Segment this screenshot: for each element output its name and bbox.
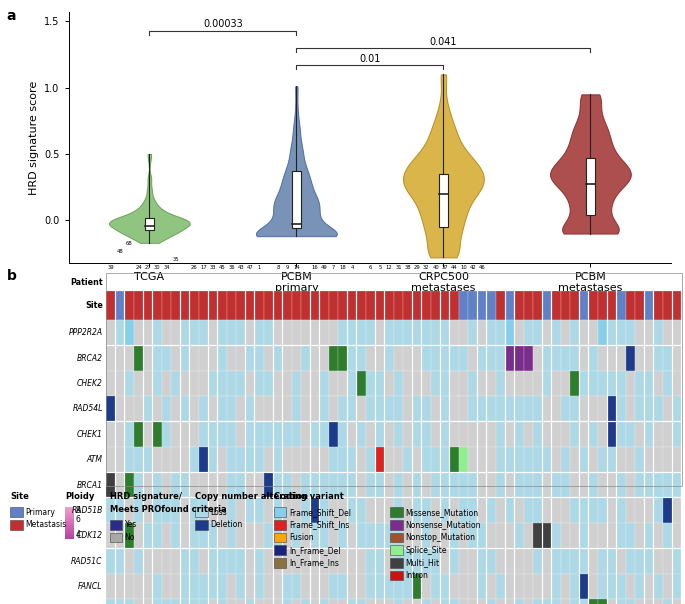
Text: Deletion: Deletion bbox=[210, 521, 242, 529]
Text: 8: 8 bbox=[76, 506, 81, 515]
Text: Site: Site bbox=[85, 301, 103, 310]
Text: CHEK1: CHEK1 bbox=[77, 430, 103, 439]
Text: 40: 40 bbox=[432, 265, 439, 270]
Text: 45: 45 bbox=[219, 265, 225, 270]
Text: PPP2R2A: PPP2R2A bbox=[68, 329, 103, 337]
Text: 44: 44 bbox=[451, 265, 458, 270]
Text: FANCL: FANCL bbox=[78, 582, 103, 591]
Text: 4: 4 bbox=[76, 530, 81, 539]
Text: 36: 36 bbox=[228, 265, 235, 270]
Text: RAD51C: RAD51C bbox=[71, 557, 103, 565]
Text: 18: 18 bbox=[340, 265, 346, 270]
Text: RAD51B: RAD51B bbox=[71, 506, 103, 515]
Bar bbox=[586, 158, 595, 215]
Text: a: a bbox=[7, 9, 16, 23]
Text: 32: 32 bbox=[423, 265, 429, 270]
Text: Splice_Site: Splice_Site bbox=[406, 546, 447, 554]
Text: 30: 30 bbox=[154, 265, 160, 270]
Text: Loss: Loss bbox=[210, 508, 227, 516]
Text: Patient: Patient bbox=[70, 278, 103, 286]
Text: 43: 43 bbox=[238, 265, 244, 270]
Text: 16: 16 bbox=[312, 265, 319, 270]
Text: 37: 37 bbox=[442, 265, 448, 270]
Bar bbox=[145, 217, 153, 230]
Text: RAD54L: RAD54L bbox=[73, 405, 103, 413]
Text: Ploidy: Ploidy bbox=[65, 492, 95, 501]
Text: BRCA1: BRCA1 bbox=[77, 481, 103, 489]
Text: Nonstop_Mutation: Nonstop_Mutation bbox=[406, 533, 475, 542]
Bar bbox=[292, 171, 301, 228]
Text: b: b bbox=[7, 269, 16, 283]
Text: 6: 6 bbox=[76, 515, 81, 524]
Text: CDK12: CDK12 bbox=[77, 532, 103, 540]
Text: 0.01: 0.01 bbox=[359, 54, 381, 64]
Text: Multi_Hit: Multi_Hit bbox=[406, 559, 440, 567]
Text: Coding variant: Coding variant bbox=[274, 492, 344, 501]
Text: 0.041: 0.041 bbox=[429, 37, 457, 47]
Text: 31: 31 bbox=[395, 265, 402, 270]
Text: 47: 47 bbox=[247, 265, 253, 270]
Text: 38: 38 bbox=[404, 265, 411, 270]
Text: 39: 39 bbox=[108, 265, 114, 270]
Text: No: No bbox=[125, 533, 135, 542]
Text: 46: 46 bbox=[479, 265, 486, 270]
Text: HRD signature/: HRD signature/ bbox=[110, 492, 182, 501]
Text: Primary: Primary bbox=[25, 508, 55, 516]
Text: 35: 35 bbox=[173, 257, 179, 262]
Text: 29: 29 bbox=[414, 265, 421, 270]
Text: 10: 10 bbox=[460, 265, 467, 270]
Text: 34: 34 bbox=[163, 265, 170, 270]
Text: Copy number alteration: Copy number alteration bbox=[195, 492, 308, 501]
Text: 12: 12 bbox=[386, 265, 393, 270]
Text: BRCA2: BRCA2 bbox=[77, 354, 103, 362]
Text: ATM: ATM bbox=[87, 455, 103, 464]
Text: Meets PROfound criteria: Meets PROfound criteria bbox=[110, 505, 226, 514]
Text: Fusion: Fusion bbox=[289, 533, 314, 542]
Text: Site: Site bbox=[10, 492, 29, 501]
Text: Metastasis: Metastasis bbox=[25, 521, 66, 529]
Text: 48: 48 bbox=[116, 249, 123, 254]
Text: Nonsense_Mutation: Nonsense_Mutation bbox=[406, 521, 481, 529]
Text: 26: 26 bbox=[191, 265, 198, 270]
Text: In_Frame_Del: In_Frame_Del bbox=[289, 546, 340, 554]
Text: 1: 1 bbox=[258, 265, 261, 270]
Text: 33: 33 bbox=[210, 265, 216, 270]
Text: 49: 49 bbox=[321, 265, 327, 270]
Text: 17: 17 bbox=[200, 265, 207, 270]
Y-axis label: HRD signature score: HRD signature score bbox=[29, 80, 38, 194]
Text: 24: 24 bbox=[135, 265, 142, 270]
Text: 4: 4 bbox=[351, 265, 353, 270]
Text: 42: 42 bbox=[469, 265, 476, 270]
Text: 0.00033: 0.00033 bbox=[203, 19, 242, 30]
Text: Yes: Yes bbox=[125, 521, 137, 529]
Text: CHEK2: CHEK2 bbox=[77, 379, 103, 388]
Text: 68: 68 bbox=[126, 242, 133, 246]
Text: 9: 9 bbox=[286, 265, 289, 270]
Text: 14: 14 bbox=[293, 265, 300, 270]
Text: 6: 6 bbox=[369, 265, 373, 270]
Text: 7: 7 bbox=[332, 265, 335, 270]
Text: 5: 5 bbox=[378, 265, 382, 270]
Text: Missense_Mutation: Missense_Mutation bbox=[406, 508, 479, 516]
Text: Frame_Shift_Ins: Frame_Shift_Ins bbox=[289, 521, 349, 529]
Bar bbox=[439, 174, 448, 227]
Text: In_Frame_Ins: In_Frame_Ins bbox=[289, 559, 339, 567]
Text: Intron: Intron bbox=[406, 571, 428, 580]
Text: 8: 8 bbox=[276, 265, 279, 270]
Text: Frame_Shift_Del: Frame_Shift_Del bbox=[289, 508, 351, 516]
Text: 27: 27 bbox=[145, 265, 151, 270]
